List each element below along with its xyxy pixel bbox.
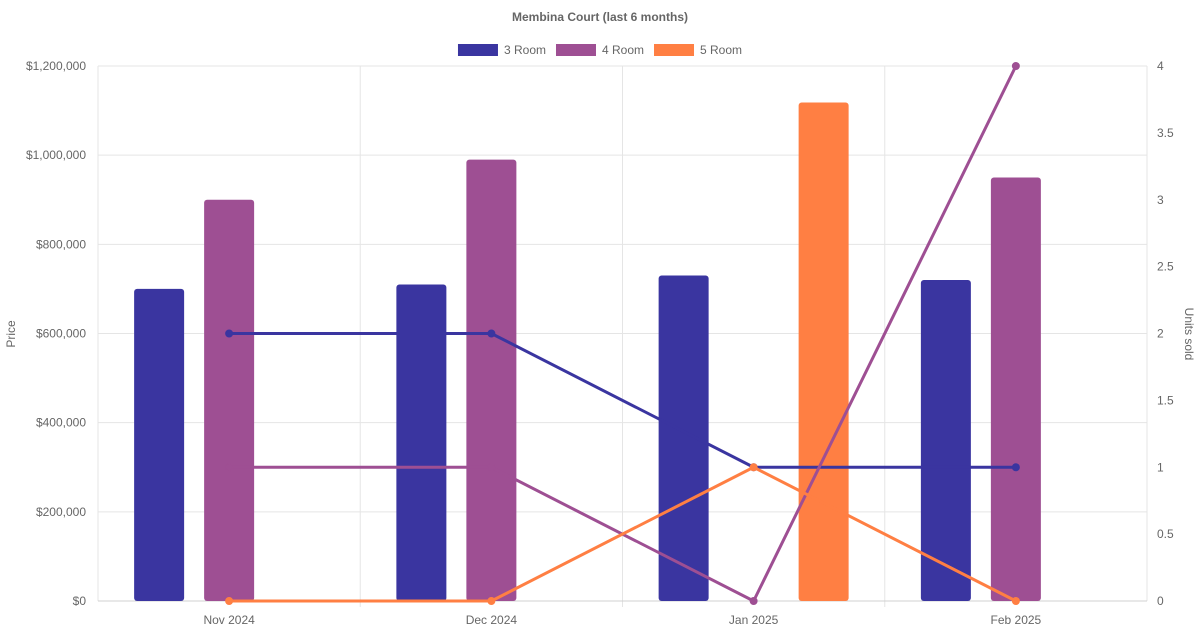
legend-swatch — [555, 44, 596, 56]
left-axis-label: Price — [4, 320, 18, 348]
line-5-room — [229, 465, 1017, 603]
left-y-tick-label: $1,000,000 — [26, 148, 86, 162]
legend-swatch — [654, 44, 695, 56]
right-y-tick-label: 3 — [1157, 193, 1164, 207]
right-y-tick-label: 1 — [1157, 460, 1164, 474]
point-5-room[interactable] — [225, 597, 234, 605]
legend-label: 3 Room — [504, 43, 546, 57]
left-y-tick-label: $600,000 — [36, 327, 86, 341]
point-5-room[interactable] — [487, 597, 496, 605]
point-3-room[interactable] — [225, 329, 234, 338]
bar-3-room[interactable] — [920, 280, 971, 601]
legend-item-4-room[interactable]: 4 Room — [555, 43, 644, 57]
x-tick-label: Jan 2025 — [729, 613, 779, 627]
bars-layer — [134, 102, 1041, 602]
right-y-axis: 0 0.5 1 1.5 2 2.5 3 3.5 4 — [1157, 59, 1174, 608]
legend-label: 4 Room — [602, 43, 644, 57]
chart-title: Membina Court (last 6 months) — [512, 10, 688, 24]
left-y-tick-label: $200,000 — [36, 505, 86, 519]
point-5-room[interactable] — [749, 463, 758, 472]
x-axis: Nov 2024 Dec 2024 Jan 2025 Feb 2025 — [203, 613, 1041, 627]
grid-lines — [97, 65, 1148, 607]
point-4-room[interactable] — [225, 463, 234, 472]
left-y-axis: $0 $200,000 $400,000 $600,000 $800,000 $1,000… — [26, 59, 86, 608]
bar-3-room[interactable] — [396, 284, 447, 601]
point-3-room[interactable] — [487, 329, 496, 338]
bar-3-room[interactable] — [658, 275, 709, 601]
right-y-tick-label: 0.5 — [1157, 527, 1174, 541]
bar-4-room[interactable] — [990, 177, 1041, 602]
right-y-tick-label: 1.5 — [1157, 393, 1174, 407]
right-y-tick-label: 3.5 — [1157, 126, 1174, 140]
legend-swatch — [457, 44, 498, 56]
point-4-room[interactable] — [1011, 62, 1020, 70]
bar-5-room[interactable] — [798, 102, 849, 601]
legend-item-5-room[interactable]: 5 Room — [654, 43, 742, 57]
legend[interactable]: 3 Room 4 Room 5 Room — [457, 43, 742, 57]
point-4-room[interactable] — [749, 597, 758, 605]
bar-4-room[interactable] — [204, 199, 255, 601]
right-y-tick-label: 4 — [1157, 59, 1164, 73]
right-y-tick-label: 2.5 — [1157, 260, 1174, 274]
point-4-room[interactable] — [487, 463, 496, 472]
right-y-tick-label: 0 — [1157, 594, 1164, 608]
left-y-tick-label: $0 — [73, 594, 87, 608]
line-3-room — [229, 332, 1016, 469]
right-axis-label: Units sold — [1182, 308, 1196, 361]
point-3-room[interactable] — [1011, 463, 1020, 472]
left-y-tick-label: $800,000 — [36, 237, 86, 251]
bar-3-room[interactable] — [134, 288, 185, 601]
x-tick-label: Nov 2024 — [203, 613, 255, 627]
x-tick-label: Feb 2025 — [991, 613, 1042, 627]
legend-item-3-room[interactable]: 3 Room — [457, 43, 546, 57]
left-y-tick-label: $1,200,000 — [26, 59, 86, 73]
right-y-tick-label: 2 — [1157, 327, 1164, 341]
x-tick-label: Dec 2024 — [466, 613, 518, 627]
bar-4-room[interactable] — [466, 159, 517, 601]
legend-label: 5 Room — [700, 43, 742, 57]
point-5-room[interactable] — [1011, 597, 1020, 605]
lines-layer — [225, 62, 1020, 605]
left-y-tick-label: $400,000 — [36, 416, 86, 430]
